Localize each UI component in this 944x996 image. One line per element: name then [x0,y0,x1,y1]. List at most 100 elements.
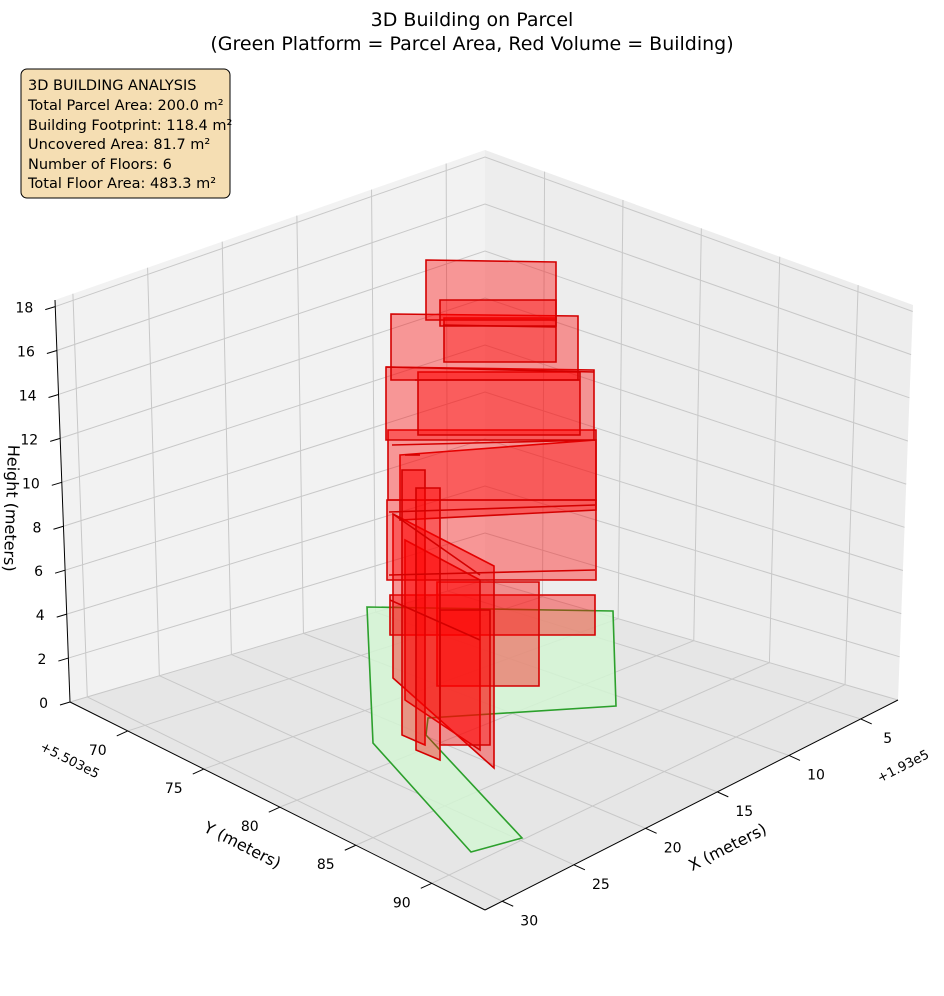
z-tick-mark [54,569,66,574]
info-line-parcel-area: Total Parcel Area: 200.0 m² [27,98,224,114]
x-axis-label: X (meters) [685,819,769,875]
x-tick-mark [502,900,514,907]
z-tick-mark [59,701,71,706]
building-edge [389,599,481,641]
z-tick-label: 12 [20,432,38,448]
info-line-floor-area: Total Floor Area: 483.3 m² [27,176,216,192]
z-tick-label: 18 [15,301,33,317]
building-volume [385,259,597,770]
left-pane [55,150,485,702]
building-face [387,429,597,501]
building-edge [388,569,596,576]
z-grid-line [64,438,904,571]
y-tick-mark [268,806,280,813]
z-tick-label: 16 [17,345,35,361]
y-tick-label: 90 [393,895,411,911]
grid-lines [55,156,913,902]
z-axis-line [54,299,71,703]
x-grid-line [72,293,503,902]
y-tick-mark [116,730,128,737]
z-tick-label: 0 [39,696,48,712]
building-edge [385,366,595,373]
z-tick-mark [50,437,61,442]
z-grid-line [63,391,905,528]
x-tick-label: 30 [520,913,538,929]
building-face [404,538,481,752]
y-tick-label: 70 [89,743,107,759]
x-axis-line [484,699,899,911]
right-pane [485,150,913,700]
z-tick-label: 2 [37,652,46,668]
building-face [389,594,596,636]
axis-lines [54,299,899,911]
info-box-background [20,68,231,199]
building-face [443,317,557,363]
x-grid-line [221,241,646,829]
building-edge [391,439,597,446]
y-tick-mark [192,768,204,775]
building-face [415,487,441,762]
y-grid-line [431,285,859,884]
z-grid-line [66,485,902,615]
building-face [439,609,491,746]
building-face [439,299,557,327]
building-edge [388,504,596,513]
z-tick-label: 10 [22,476,40,492]
axis-panes [55,150,913,910]
chart-subtitle: (Green Platform = Parcel Area, Red Volum… [210,33,733,55]
building-edge [392,513,481,576]
z-tick-mark [58,657,69,662]
chart-title: 3D Building on Parcel [371,9,574,31]
y-tick-label: 85 [317,857,335,873]
parcel-platform [366,606,617,853]
z-grid-line [56,203,912,356]
building-edge [442,324,557,328]
info-line-footprint: Building Footprint: 118.4 m² [28,118,232,134]
building-face [401,469,426,747]
x-tick-label: 10 [807,767,825,783]
y-tick-mark [344,844,356,851]
y-tick-label: 75 [165,781,183,797]
parcel-polygon [366,606,617,853]
x-tick-label: 5 [883,731,892,747]
x-tick-mark [645,827,657,834]
z-tick-label: 6 [34,564,43,580]
building-face [436,581,540,687]
z-tick-mark [48,393,59,398]
y-grid-line [127,171,546,732]
y-tick-label: 80 [241,819,259,835]
z-tick-label: 4 [36,608,45,624]
z-axis-label: Height (meters) [0,444,23,572]
info-line-title: 3D BUILDING ANALYSIS [28,78,196,94]
info-line-floors: Number of Floors: 6 [28,157,172,173]
z-tick-label: 8 [33,520,42,536]
z-grid-line [60,297,908,442]
building-face [392,512,495,770]
z-tick-mark [53,525,64,530]
x-grid-line [445,163,861,720]
x-tick-mark [717,791,729,798]
x-tick-label: 20 [664,840,682,856]
z-tick-mark [46,350,58,355]
y-grid-line [203,199,624,770]
z-tick-mark [45,306,56,311]
info-line-uncovered: Uncovered Area: 81.7 m² [28,137,210,153]
z-grid-line [68,532,900,659]
info-box: 3D BUILDING ANALYSIS Total Parcel Area: … [20,68,232,199]
z-grid-line [61,344,907,485]
y-grid-line [355,256,781,846]
z-grid-line [55,156,913,312]
z-tick-mark [51,481,62,486]
z-tick-label: 14 [19,388,37,404]
x-tick-label: 15 [735,804,753,820]
z-grid-line [58,250,910,399]
tick-marks: 0 2 4 6 8 10 12 14 16 18 70 75 80 85 90 5 10 15 20 25 30 [15,301,892,930]
x-tick-mark [788,754,801,761]
x-tick-label: 25 [592,877,610,893]
x-grid-line [296,215,718,793]
x-tick-mark [860,718,872,725]
y-tick-mark [420,882,433,889]
y-axis-line [69,701,486,911]
